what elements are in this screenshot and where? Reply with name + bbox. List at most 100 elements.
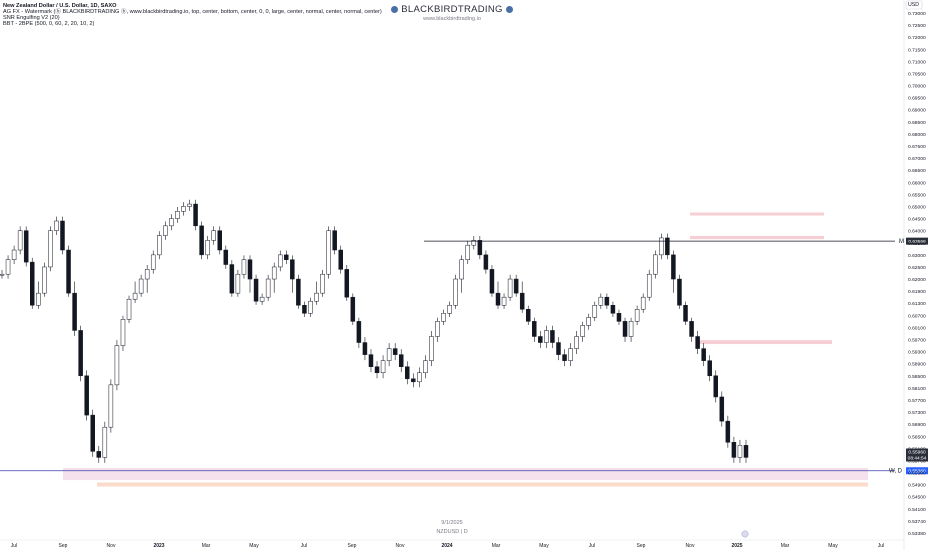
- y-tick-label: 0.67500: [908, 144, 926, 150]
- y-tick-label: 0.65000: [908, 204, 926, 210]
- candle: [338, 249, 343, 270]
- zone-0: [690, 212, 824, 216]
- candle: [0, 273, 5, 276]
- event-marker-icon[interactable]: [741, 530, 749, 538]
- current-price-box: [906, 448, 928, 462]
- current-price: 0.55960: [908, 450, 926, 456]
- y-tick-label: 0.60100: [908, 325, 926, 331]
- candle: [138, 278, 144, 294]
- y-tick-label: 0.54900: [908, 483, 926, 489]
- y-tick-label: 0.60700: [908, 313, 926, 319]
- y-tick-label: 0.53380: [908, 531, 926, 537]
- candle: [453, 278, 458, 306]
- y-tick-label: 0.63500: [908, 241, 926, 247]
- candle: [271, 266, 277, 280]
- candle: [350, 296, 356, 322]
- candle: [102, 426, 108, 458]
- y-tick-label: 0.70000: [908, 84, 926, 90]
- y-tick-label: 0.61300: [908, 301, 926, 307]
- candle: [344, 269, 350, 298]
- candle: [169, 218, 174, 227]
- y-tick-label: 0.61900: [908, 289, 926, 295]
- candle: [60, 220, 65, 251]
- candle: [296, 278, 301, 306]
- y-tick-label: 0.64000: [908, 229, 926, 235]
- candle: [659, 237, 664, 256]
- candle: [646, 273, 652, 298]
- candle: [23, 230, 29, 263]
- candle: [604, 296, 610, 306]
- watermark-url: www.blackbirdtrading.io: [423, 16, 481, 22]
- x-tick-label: 2025: [731, 543, 742, 549]
- candle: [677, 278, 682, 306]
- candle: [743, 445, 749, 458]
- candle: [598, 296, 604, 306]
- candle: [610, 304, 616, 314]
- y-tick-label: 0.68000: [908, 132, 926, 138]
- level-label-1: W, D: [889, 469, 903, 475]
- candle: [665, 237, 670, 256]
- zone-2: [699, 340, 832, 345]
- currency-label[interactable]: USD: [908, 2, 919, 8]
- x-tick-label: May: [828, 543, 838, 549]
- candle: [707, 360, 712, 377]
- y-tick-label: 0.59300: [908, 350, 926, 356]
- candle: [695, 336, 700, 349]
- candle: [653, 254, 658, 275]
- level-label-0: M: [899, 239, 904, 245]
- candle: [417, 372, 422, 383]
- candle: [731, 442, 737, 458]
- candle: [634, 309, 640, 322]
- level-price-0: 0.63568: [908, 239, 926, 245]
- y-tick-label: 0.73000: [908, 11, 926, 17]
- x-tick-label: Nov: [396, 543, 405, 549]
- currency-box[interactable]: [905, 0, 923, 10]
- candle: [253, 278, 259, 302]
- candle: [132, 292, 138, 300]
- candle: [544, 330, 549, 343]
- bottom-date: 9/1/2025: [441, 520, 463, 526]
- x-tick-label: May: [539, 543, 549, 549]
- candle: [108, 384, 114, 428]
- candle: [586, 317, 591, 326]
- candle: [72, 292, 77, 331]
- y-tick-label: 0.56500: [908, 434, 926, 440]
- candle: [175, 211, 180, 219]
- candle: [562, 354, 567, 361]
- candle: [483, 254, 489, 270]
- candle: [277, 254, 283, 268]
- indicator-watermark[interactable]: AG FX - Watermark (ⓑ BLACKBIRDTRADING ⓑ,…: [3, 9, 382, 15]
- x-tick-label: Sep: [637, 543, 646, 549]
- candle: [229, 264, 235, 294]
- candle: [616, 313, 622, 322]
- indicator-snr[interactable]: SNR Engulfing V2 (20): [3, 15, 60, 21]
- candle: [199, 225, 204, 256]
- x-tick-label: 2023: [153, 543, 164, 549]
- y-tick-label: 0.66000: [908, 180, 926, 186]
- candle: [17, 230, 23, 251]
- y-tick-label: 0.58900: [908, 362, 926, 368]
- candle: [640, 296, 646, 310]
- y-tick-label: 0.71500: [908, 47, 926, 53]
- candle: [356, 321, 362, 343]
- y-tick-label: 0.68500: [908, 120, 926, 126]
- candle: [259, 296, 265, 302]
- level-price-box-1: [906, 467, 928, 475]
- y-tick-label: 0.55300: [908, 471, 926, 477]
- candle: [429, 336, 434, 361]
- y-tick-label: 0.62500: [908, 265, 926, 271]
- candle: [144, 269, 150, 280]
- candle: [66, 249, 71, 294]
- x-tick-label: Nov: [686, 543, 695, 549]
- y-tick-label: 0.56900: [908, 422, 926, 428]
- candle: [398, 354, 404, 367]
- x-tick-label: Mar: [202, 543, 211, 549]
- candle: [525, 309, 531, 322]
- y-tick-label: 0.67000: [908, 156, 926, 162]
- indicator-bbt[interactable]: BBT - 2BPE (500, 0, 60, 2, 20, 10, 2): [3, 21, 95, 27]
- x-tick-label: Jul: [301, 543, 307, 549]
- candle: [495, 292, 501, 306]
- y-tick-label: 0.59700: [908, 338, 926, 344]
- candle: [374, 366, 380, 374]
